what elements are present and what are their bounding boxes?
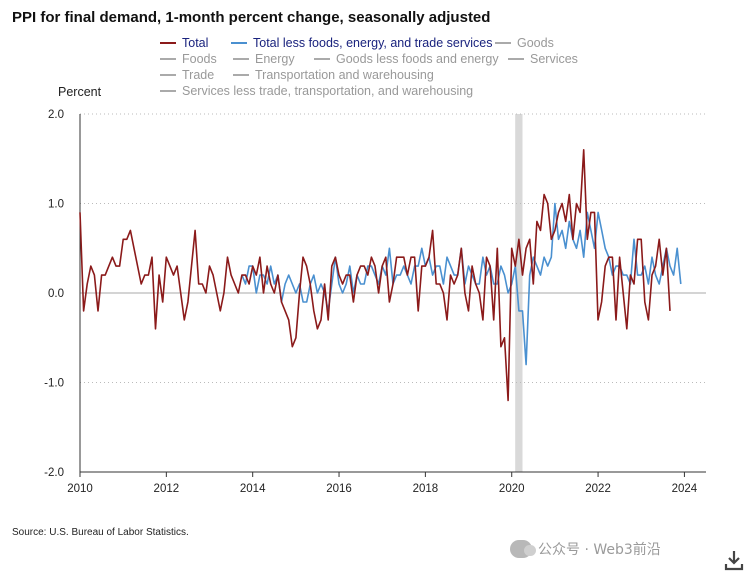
legend-label: Trade [182, 68, 214, 82]
y-tick-label: 2.0 [48, 109, 64, 121]
y-tick-label: -2.0 [44, 467, 64, 479]
series-line-total[interactable] [79, 149, 671, 402]
y-tick-label: -1.0 [44, 378, 64, 390]
chart-title: PPI for final demand, 1-month percent ch… [12, 9, 490, 26]
legend: Total Total less foods, energy, and trade… [160, 36, 578, 98]
x-tick-label: 2010 [67, 483, 93, 495]
legend-label: Goods [517, 36, 554, 50]
y-axis-label: Percent [58, 85, 102, 99]
legend-label: Foods [182, 52, 217, 66]
legend-item[interactable]: Total [160, 36, 208, 50]
x-tick-label: 2020 [499, 483, 525, 495]
legend-item[interactable]: Foods [160, 52, 217, 66]
legend-item[interactable]: Services less trade, transportation, and… [160, 84, 473, 98]
x-tick-label: 2014 [240, 483, 266, 495]
legend-item[interactable]: Services [508, 52, 578, 66]
legend-item[interactable]: Transportation and warehousing [233, 68, 434, 82]
x-tick-label: 2016 [326, 483, 352, 495]
legend-item[interactable]: Goods less foods and energy [314, 52, 499, 66]
wechat-icon [510, 540, 536, 558]
y-ticks: 2.0 1.0 0.0 -1.0 -2.0 [44, 109, 64, 479]
legend-label: Total [182, 36, 208, 50]
x-ticks: 2010 2012 2014 2016 2018 2020 2022 2024 [67, 472, 698, 495]
legend-item[interactable]: Trade [160, 68, 214, 82]
legend-item[interactable]: Total less foods, energy, and trade serv… [231, 36, 492, 50]
x-tick-label: 2024 [672, 483, 698, 495]
watermark-text: 公众号 · Web3前沿 [538, 542, 661, 558]
legend-label: Transportation and warehousing [255, 68, 434, 82]
series-lines [79, 149, 682, 402]
gridlines [80, 113, 706, 383]
watermark: 公众号 · Web3前沿 [510, 539, 661, 559]
series-line-total-less-foods-energy-and-trade-services[interactable] [241, 202, 682, 366]
plot-area: 2.01.00.0-1.0-2.0 2010 2012 2014 2016 2018 20… [44, 109, 706, 495]
legend-label: Energy [255, 52, 295, 66]
legend-item[interactable]: Energy [233, 52, 295, 66]
legend-label: Services less trade, transportation, and… [182, 84, 473, 98]
source-note: Source: U.S. Bureau of Labor Statistics. [12, 527, 189, 538]
legend-label: Total less foods, energy, and trade serv… [253, 36, 492, 50]
legend-label: Services [530, 52, 578, 66]
download-icon[interactable] [724, 550, 744, 572]
y-tick-label: 0.0 [48, 288, 64, 300]
x-tick-label: 2022 [585, 483, 611, 495]
x-tick-label: 2018 [413, 483, 439, 495]
legend-label: Goods less foods and energy [336, 52, 499, 66]
x-tick-label: 2012 [154, 483, 180, 495]
y-tick-label: 1.0 [48, 199, 64, 211]
legend-item[interactable]: Goods [495, 36, 554, 50]
